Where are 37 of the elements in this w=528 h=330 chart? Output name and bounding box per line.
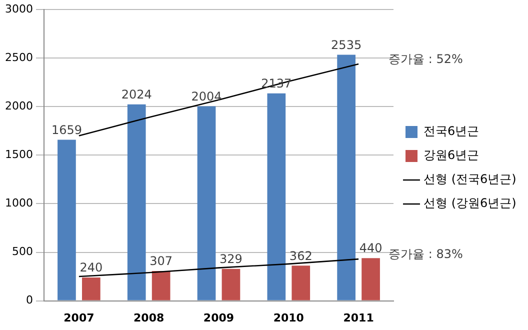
annotation: 증가율 : 83% [388, 247, 463, 262]
bar [127, 104, 146, 300]
bar [58, 140, 76, 300]
bar [337, 54, 356, 300]
data-label: 1659 [51, 122, 82, 137]
bar [197, 106, 216, 300]
data-label: 362 [289, 248, 312, 263]
x-tick-label: 2008 [134, 311, 164, 324]
y-tick-label: 2500 [4, 50, 33, 64]
bar [152, 271, 170, 300]
x-tick-label: 2007 [64, 311, 94, 324]
y-tick-label: 1000 [4, 196, 33, 210]
x-tick-label: 2010 [273, 311, 304, 324]
annotation: 증가율 : 52% [388, 52, 463, 66]
bar [222, 268, 240, 300]
x-tick-label: 2011 [343, 311, 374, 324]
y-tick-label: 500 [12, 245, 33, 258]
legend-label: 강원6년근 [424, 148, 480, 162]
y-tick-label: 3000 [4, 2, 33, 16]
y-tick-label: 0 [26, 294, 33, 307]
legend-label: 전국6년근 [424, 124, 480, 138]
data-label: 240 [80, 260, 103, 275]
x-tick-label: 2009 [203, 311, 234, 324]
y-tick-label: 1500 [4, 148, 33, 162]
data-label: 2004 [191, 89, 222, 104]
data-label: 2024 [121, 87, 152, 102]
legend-label: 선형 (강원6년근) [424, 196, 516, 210]
data-label: 2535 [331, 38, 362, 52]
legend-label: 선형 (전국6년근) [424, 172, 516, 186]
bar [362, 258, 380, 300]
bar [267, 93, 286, 300]
bar [292, 266, 310, 300]
bar [82, 278, 100, 300]
data-label: 329 [220, 252, 242, 266]
data-label: 307 [150, 254, 173, 268]
y-tick-label: 2000 [4, 100, 33, 113]
data-label: 440 [359, 241, 382, 256]
